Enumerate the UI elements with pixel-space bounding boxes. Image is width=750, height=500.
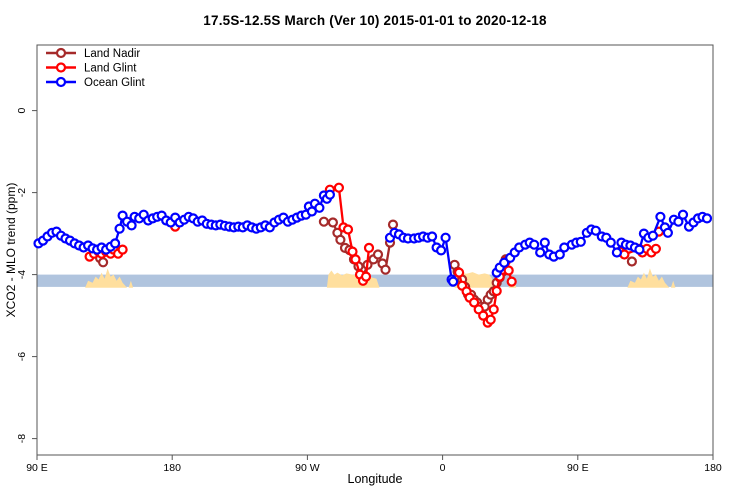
data-point [701, 213, 713, 224]
data-point [673, 216, 684, 227]
data-point [488, 304, 499, 315]
land-patch-south-america [326, 270, 380, 288]
data-point [677, 209, 689, 220]
data-point [335, 234, 346, 245]
data-point [380, 264, 391, 275]
data-point [647, 230, 659, 241]
data-point [363, 242, 375, 253]
data-point [440, 232, 451, 243]
plot-box [36, 44, 714, 456]
data-point [372, 249, 384, 260]
data-point [114, 223, 125, 234]
y-tick-label: 0 [16, 108, 28, 114]
data-point [539, 237, 550, 248]
data-point [314, 202, 325, 213]
data-point [109, 238, 121, 249]
data-point [626, 256, 638, 267]
y-tick-label: -8 [16, 434, 28, 443]
series-land-nadir [94, 216, 638, 312]
legend-item-ocean-glint: Ocean Glint [46, 77, 146, 89]
legend-label: Ocean Glint [84, 77, 146, 89]
legend-item-land-glint: Land Glint [46, 62, 137, 74]
x-tick-label: 90 E [567, 462, 589, 474]
data-point [575, 236, 586, 247]
data-point [324, 189, 335, 200]
x-axis-title: Longitude [347, 472, 403, 486]
data-point [590, 225, 601, 236]
data-point [454, 267, 465, 278]
x-tick-label: 0 [440, 462, 446, 474]
chart-title: 17.5S-12.5S March (Ver 10) 2015-01-01 to… [203, 13, 547, 28]
data-point [634, 244, 645, 255]
x-tick-label: 180 [704, 462, 722, 474]
y-tick-label: -4 [16, 270, 28, 279]
legend-marker [55, 47, 67, 59]
data-point [491, 285, 502, 297]
data-point [506, 276, 517, 287]
legend-item-land-nadir: Land Nadir [46, 48, 140, 60]
x-tick-label: 180 [163, 462, 181, 474]
legend-marker [55, 62, 67, 73]
y-tick-label: -2 [16, 188, 28, 197]
land-patch-australia-repeat [627, 268, 670, 288]
data-point [503, 265, 514, 276]
data-point [327, 217, 338, 228]
y-tick-label: -6 [16, 352, 28, 361]
data-point [318, 216, 329, 227]
x-tick-label: 90 W [295, 462, 320, 474]
data-point [529, 239, 540, 250]
data-point [97, 257, 109, 268]
data-point [448, 276, 459, 287]
legend-label: Land Glint [84, 62, 137, 74]
data-point [611, 247, 623, 258]
data-point [469, 297, 480, 308]
legend: Land Nadir Land Glint Ocean Glint [46, 48, 146, 89]
data-point [554, 249, 565, 260]
legend-marker [55, 76, 67, 88]
data-point [387, 219, 399, 230]
data-point [605, 237, 616, 248]
data-point [535, 247, 546, 258]
data-point [350, 254, 361, 265]
data-point [117, 244, 128, 255]
series-ocean-glint [33, 189, 713, 287]
data-point [478, 310, 489, 321]
x-tick-label: 90 E [26, 462, 48, 474]
data-point [126, 220, 137, 231]
land-patch-islands-repeat [670, 280, 676, 288]
legend-label: Land Nadir [84, 48, 140, 60]
data-point [655, 211, 666, 222]
data-point [436, 245, 447, 256]
data-point [650, 243, 662, 254]
data-point [427, 231, 438, 242]
data-point [662, 227, 674, 238]
data-point [360, 271, 372, 282]
data-point [333, 182, 344, 193]
land-patch-islands-west [128, 280, 134, 288]
data-point [342, 224, 354, 235]
data-point [485, 314, 496, 325]
land-patch-australia [85, 268, 128, 288]
